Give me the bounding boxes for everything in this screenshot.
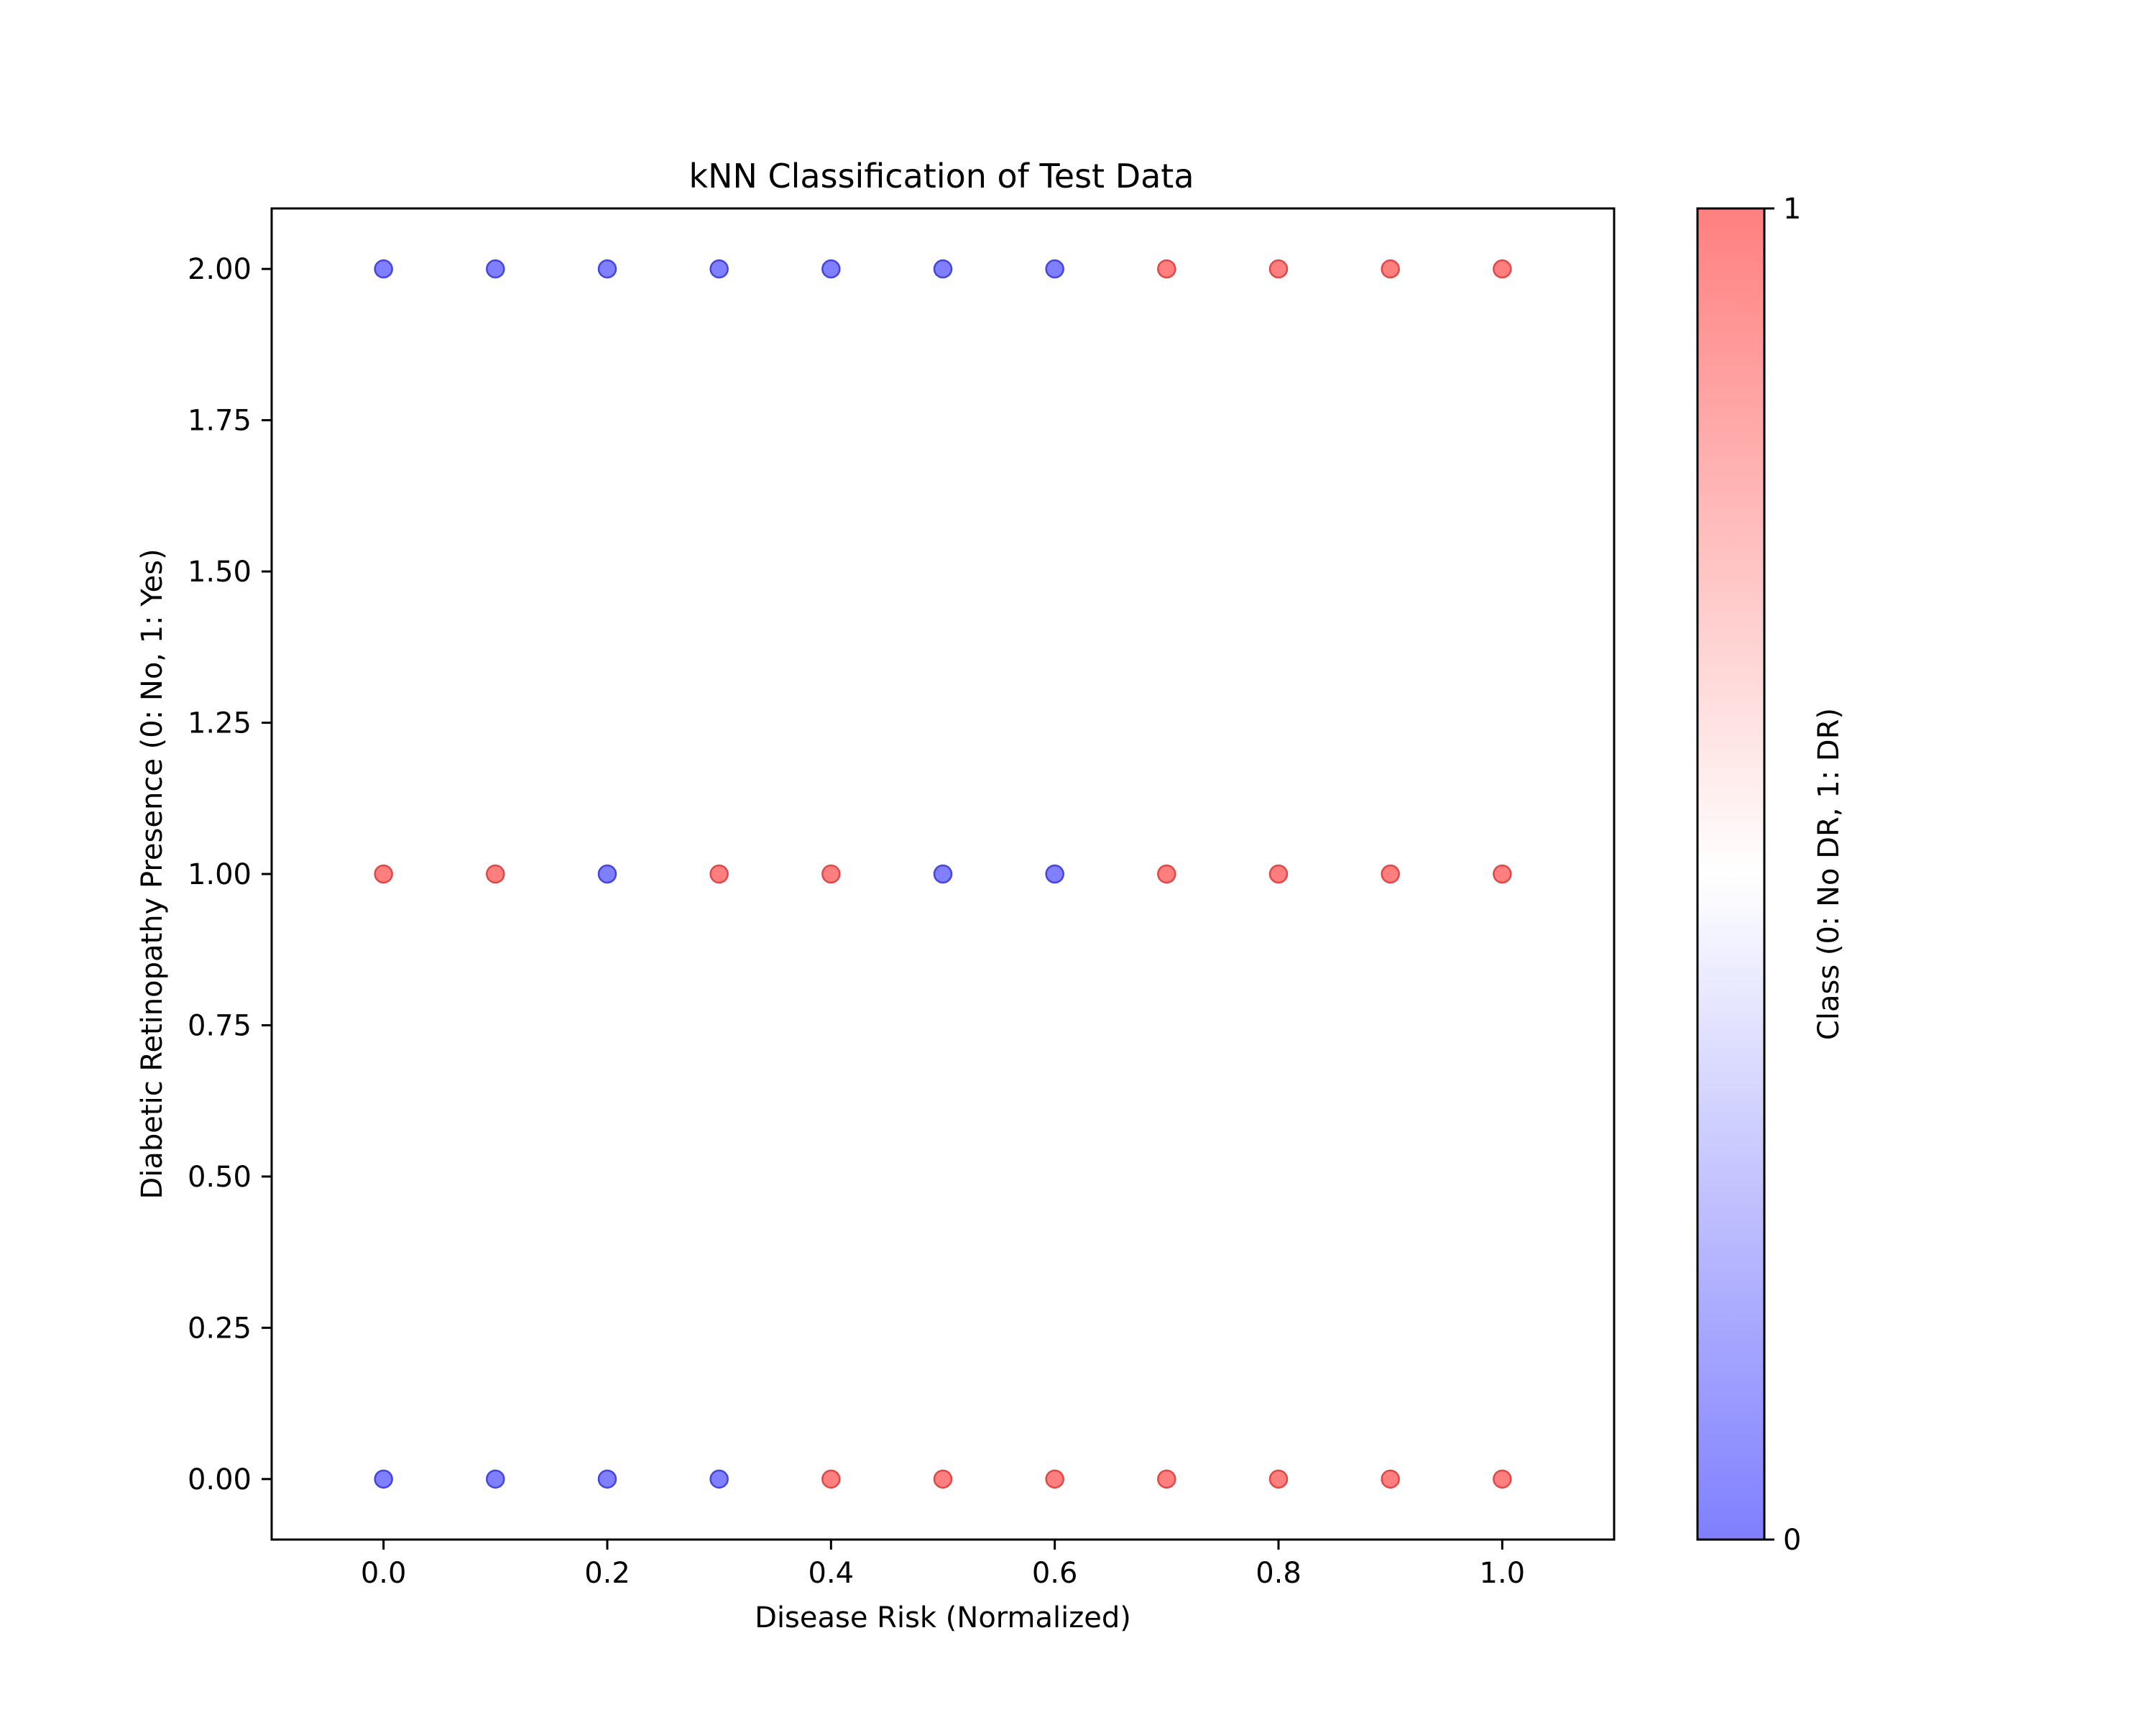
- data-point-class-0: [709, 1469, 729, 1489]
- data-point-class-1: [1381, 864, 1400, 884]
- y-tick-label: 1.75: [188, 405, 252, 438]
- data-point-class-1: [1268, 1469, 1289, 1489]
- colorbar-label: Class (0: No DR, 1: DR): [1812, 708, 1846, 1040]
- data-point-class-1: [1493, 1469, 1512, 1489]
- x-tick-label: 0.6: [1032, 1557, 1078, 1590]
- data-point-class-1: [1157, 259, 1176, 279]
- data-point-class-1: [821, 1469, 841, 1489]
- x-tick-label: 0.4: [808, 1557, 854, 1590]
- data-point-class-1: [709, 864, 729, 884]
- chart-title: kNN Classification of Test Data: [688, 157, 1194, 196]
- y-tick-label: 0.50: [188, 1161, 252, 1194]
- points-layer: [374, 259, 1512, 1489]
- x-tick-label: 0.8: [1256, 1557, 1302, 1590]
- data-point-class-1: [1381, 1469, 1400, 1489]
- data-point-class-0: [597, 259, 617, 279]
- x-tick-label: 0.0: [361, 1557, 407, 1590]
- x-axis-ticks: 0.0 0.2 0.4 0.6 0.8 1.0: [361, 1540, 1525, 1590]
- data-point-class-0: [1045, 259, 1064, 279]
- y-tick-label: 0.00: [188, 1463, 252, 1496]
- data-point-class-1: [1157, 864, 1176, 884]
- y-tick-label: 1.50: [188, 556, 252, 589]
- data-point-class-1: [933, 1469, 953, 1489]
- colorbar: [1696, 207, 1766, 1541]
- data-point-class-0: [933, 864, 953, 884]
- data-point-class-1: [1268, 259, 1289, 279]
- y-axis-ticks: 0.00 0.25 0.50 0.75 1.00 1.25 1.50 1.75 2.00: [188, 253, 272, 1496]
- y-tick-label: 1.25: [188, 707, 252, 740]
- data-point-class-0: [597, 1469, 617, 1489]
- data-point-class-1: [374, 864, 393, 884]
- colorbar-tick-label: 0: [1783, 1524, 1801, 1557]
- colorbar-tick-label: 1: [1783, 193, 1801, 226]
- y-axis-label: Diabetic Retinopathy Presence (0: No, 1:…: [136, 548, 169, 1199]
- data-point-class-0: [709, 259, 729, 279]
- x-axis-label: Disease Risk (Normalized): [755, 1601, 1131, 1634]
- data-point-class-1: [1045, 1469, 1064, 1489]
- data-point-class-0: [933, 259, 953, 279]
- data-point-class-0: [821, 259, 841, 279]
- x-tick-label: 0.2: [584, 1557, 630, 1590]
- data-point-class-1: [1268, 864, 1289, 884]
- data-point-class-0: [486, 259, 505, 279]
- data-point-class-0: [597, 864, 617, 884]
- y-tick-label: 2.00: [188, 253, 252, 286]
- data-point-class-0: [374, 259, 393, 279]
- data-point-class-0: [374, 1469, 393, 1489]
- y-tick-label: 1.00: [188, 858, 252, 891]
- data-point-class-0: [486, 1469, 505, 1489]
- data-point-class-1: [486, 864, 505, 884]
- colorbar-ticks: 01: [1764, 193, 1801, 1557]
- data-point-class-1: [1157, 1469, 1176, 1489]
- data-point-class-1: [1493, 864, 1512, 884]
- data-point-class-1: [1381, 259, 1400, 279]
- y-tick-label: 0.25: [188, 1312, 252, 1345]
- x-tick-label: 1.0: [1480, 1557, 1526, 1590]
- data-point-class-1: [821, 864, 841, 884]
- data-point-class-1: [1493, 259, 1512, 279]
- y-tick-label: 0.75: [188, 1009, 252, 1042]
- data-point-class-0: [1045, 864, 1064, 884]
